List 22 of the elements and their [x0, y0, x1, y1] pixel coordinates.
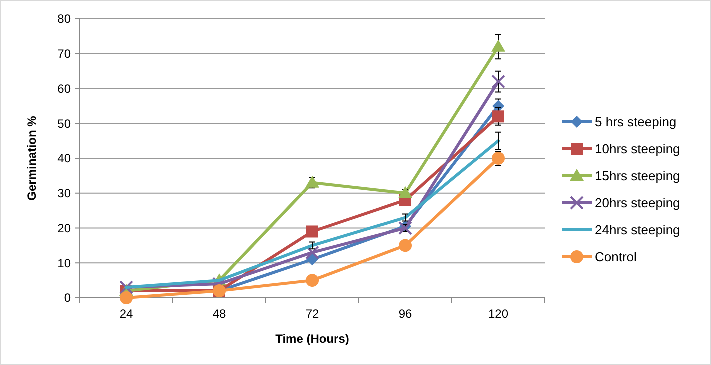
y-tick-label: 10: [58, 256, 72, 270]
x-tick-label: 72: [306, 307, 320, 321]
legend-label: 5 hrs steeping: [595, 114, 677, 130]
x-tick-label: 48: [212, 307, 226, 321]
x-axis-title: Time (Hours): [276, 332, 350, 346]
legend-label: 10hrs steeping: [595, 142, 680, 157]
legend-label: Control: [595, 250, 638, 265]
legend-label: 15hrs steeping: [595, 168, 680, 184]
y-axis-title: Germination %: [25, 116, 39, 201]
y-tick-label: 60: [58, 82, 72, 96]
y-tick-label: 50: [58, 116, 72, 131]
x-tick-label: 96: [398, 307, 412, 321]
y-tick-label: 40: [58, 152, 72, 166]
y-tick-label: 70: [58, 47, 72, 62]
y-tick-label: 20: [58, 221, 72, 236]
legend-label: 20hrs steeping: [595, 196, 680, 211]
y-tick-label: 80: [58, 12, 72, 26]
x-tick-label: 24: [120, 307, 134, 321]
y-tick-label: 30: [58, 186, 72, 201]
legend-label: 24hrs steeping: [595, 222, 680, 238]
x-tick-label: 120: [488, 307, 509, 321]
y-tick-label: 0: [64, 291, 72, 306]
